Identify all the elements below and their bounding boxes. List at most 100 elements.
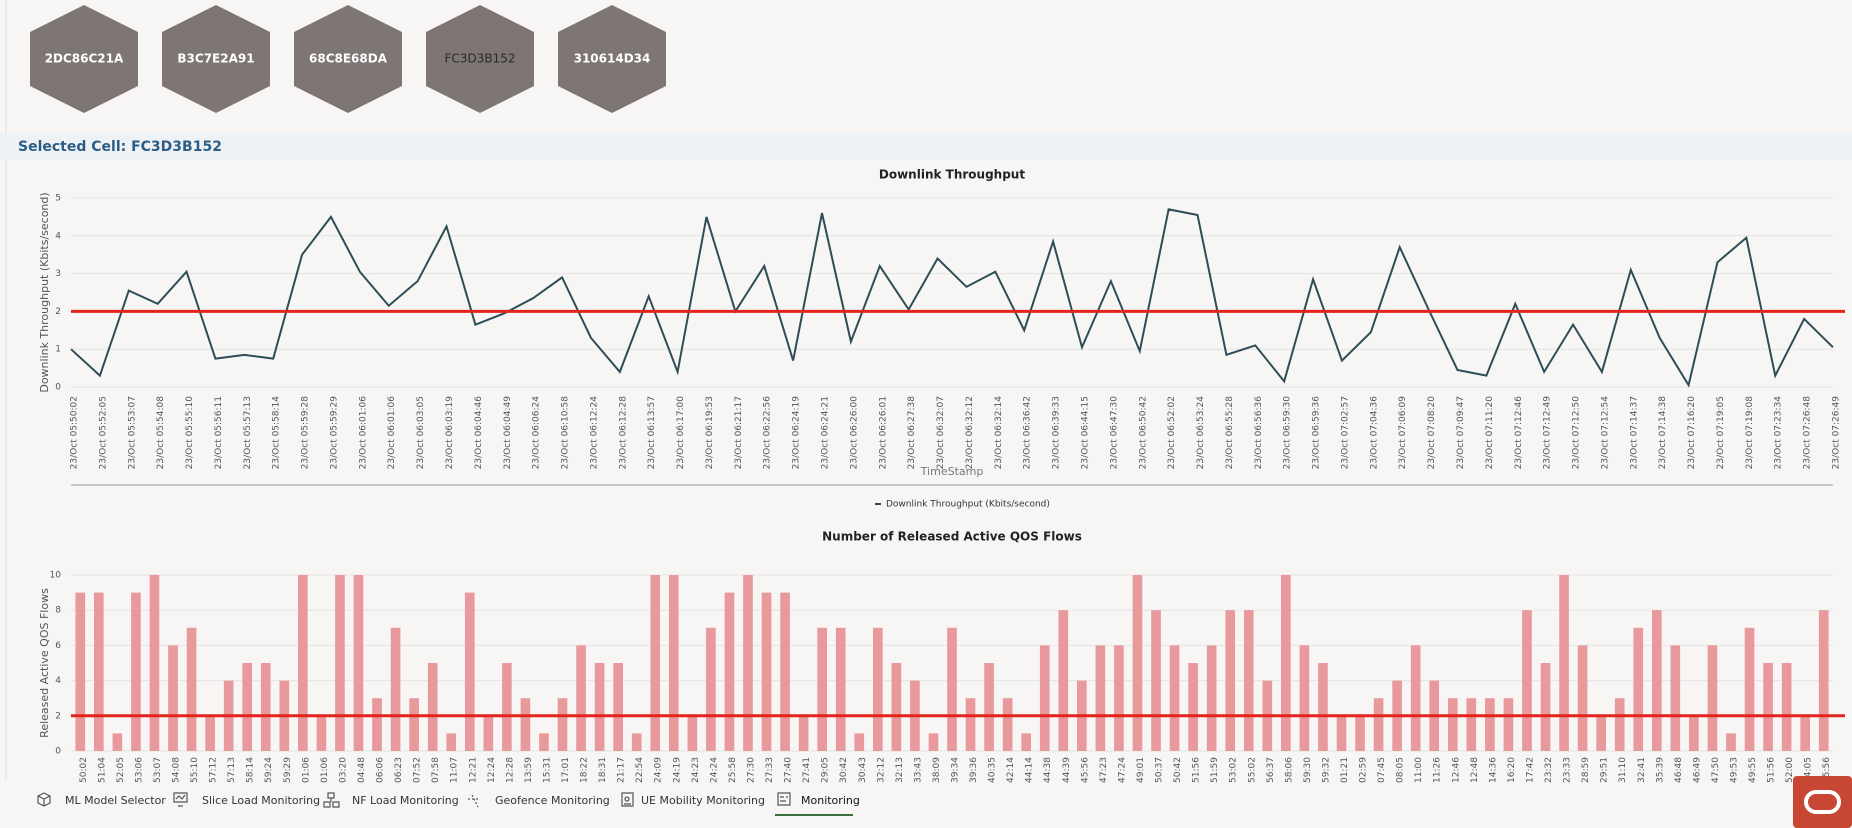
oracle-logo[interactable]: [1793, 776, 1852, 828]
x-tick-label: 18:31: [598, 757, 608, 783]
bar: [390, 627, 401, 751]
x-tick-label: 17:01: [561, 757, 571, 783]
x-tick-label: 23/Oct 06:17:00: [676, 396, 686, 470]
x-tick-label: 12:24: [487, 757, 497, 783]
tab-label[interactable]: NF Load Monitoring: [352, 794, 459, 807]
x-tick-label: 23/Oct 06:59:36: [1312, 396, 1322, 470]
y-tick-label: 1: [55, 345, 61, 355]
x-tick-label: 27:30: [746, 757, 756, 783]
x-tick-label: 22:54: [635, 757, 645, 783]
cell-hexagon: [426, 5, 534, 113]
bar: [668, 575, 679, 751]
x-tick-label: 23/Oct 06:44:15: [1080, 396, 1090, 469]
cell-label[interactable]: 2DC86C21A: [45, 52, 124, 66]
x-tick-label: 02:59: [1359, 757, 1369, 783]
y-tick-label: 8: [55, 606, 61, 616]
x-tick-label: 23/Oct 07:14:37: [1629, 396, 1639, 469]
cell[interactable]: 68C8E68DA: [294, 5, 402, 113]
x-tick-label: 23/Oct 05:54:08: [156, 396, 166, 470]
cell-label[interactable]: 68C8E68DA: [309, 52, 388, 66]
cell-label[interactable]: B3C7E2A91: [177, 52, 254, 66]
x-tick-label: 49:01: [1136, 757, 1146, 783]
x-tick-label: 50:42: [1173, 757, 1183, 783]
cell-label[interactable]: 310614D34: [574, 52, 651, 66]
bar: [706, 627, 716, 751]
bar: [131, 592, 141, 751]
x-tick-label: 23/Oct 06:12:24: [589, 396, 599, 470]
tab[interactable]: Monitoring: [775, 792, 860, 816]
x-tick-label: 33:43: [913, 757, 923, 783]
x-tick-label: 39:34: [951, 757, 961, 783]
bar: [798, 715, 809, 751]
bar: [1132, 575, 1143, 751]
bar: [1596, 715, 1606, 751]
bar: [464, 592, 475, 751]
x-tick-label: 40:35: [988, 757, 998, 783]
x-tick-label: 23/Oct 06:03:05: [416, 396, 426, 469]
bar: [1355, 715, 1365, 751]
x-tick-label: 23/Oct 07:19:05: [1716, 396, 1726, 469]
x-tick-label: 59:29: [283, 757, 293, 783]
bar: [1039, 645, 1050, 751]
cell[interactable]: B3C7E2A91: [162, 5, 270, 113]
bar: [1670, 645, 1681, 751]
tab-icon: [323, 792, 340, 808]
bar: [1614, 698, 1625, 751]
x-tick-label: 23/Oct 06:19:53: [705, 396, 715, 469]
x-tick-label: 44:38: [1043, 757, 1053, 783]
x-tick-label: 23/Oct 06:36:42: [1023, 396, 1033, 469]
bar: [335, 575, 345, 751]
tab[interactable]: ML Model Selector: [37, 792, 166, 807]
bar: [1114, 645, 1124, 751]
tab-icon: [173, 792, 188, 807]
bar: [965, 698, 976, 751]
x-tick-label: 28:59: [1581, 757, 1591, 783]
x-tick-label: 23/Oct 06:26:01: [878, 396, 888, 469]
x-tick-label: 47:24: [1117, 757, 1127, 783]
tab-label[interactable]: ML Model Selector: [65, 794, 166, 807]
cell-hexagon: [30, 5, 138, 113]
bar: [687, 715, 698, 751]
cell-label[interactable]: FC3D3B152: [445, 52, 516, 66]
x-tick-label: 23/Oct 07:11:20: [1485, 396, 1495, 470]
cell[interactable]: 310614D34: [558, 5, 666, 113]
tab[interactable]: Geofence Monitoring: [468, 794, 610, 808]
bar: [242, 663, 253, 751]
x-tick-label: 58:06: [1284, 757, 1294, 783]
bar: [1559, 575, 1569, 751]
bar: [1169, 645, 1180, 751]
bar: [854, 733, 865, 751]
bar: [1243, 610, 1254, 751]
bar: [576, 645, 586, 751]
x-tick-label: 23/Oct 06:13:57: [647, 396, 657, 469]
tab-label[interactable]: Monitoring: [801, 794, 860, 807]
x-tick-label: 01:21: [1340, 757, 1350, 783]
x-tick-label: 23/Oct 05:57:13: [243, 396, 253, 469]
bar: [409, 698, 419, 751]
bar: [557, 698, 568, 751]
logo-box[interactable]: [1793, 776, 1852, 828]
tab-label[interactable]: Geofence Monitoring: [495, 794, 610, 807]
x-tick-label: 23/Oct 06:32:14: [994, 396, 1004, 470]
x-tick-label: 17:42: [1525, 757, 1535, 783]
x-tick-label: 35:39: [1655, 757, 1665, 783]
tab[interactable]: UE Mobility Monitoring: [621, 792, 765, 807]
x-tick-label: 50:37: [1155, 757, 1165, 783]
x-tick-label: 57:13: [227, 757, 237, 783]
tab[interactable]: Slice Load Monitoring: [173, 792, 320, 807]
x-tick-label: 23/Oct 07:26:49: [1832, 396, 1842, 470]
x-tick-label: 39:36: [969, 757, 979, 783]
y-axis-title: Downlink Throughput (Kbits/second): [38, 192, 51, 392]
x-tick-label: 30:43: [858, 757, 868, 783]
tab-label[interactable]: Slice Load Monitoring: [202, 794, 320, 807]
x-tick-label: 51:59: [1210, 757, 1220, 783]
tab-label[interactable]: UE Mobility Monitoring: [641, 794, 765, 807]
x-tick-label: 53:02: [1229, 757, 1239, 783]
bar: [1299, 645, 1310, 751]
x-tick-label: 27:41: [802, 757, 812, 783]
cell[interactable]: FC3D3B152: [426, 5, 534, 113]
x-tick-label: 46:48: [1674, 757, 1684, 783]
tab[interactable]: NF Load Monitoring: [323, 792, 459, 808]
cell[interactable]: 2DC86C21A: [30, 5, 138, 113]
